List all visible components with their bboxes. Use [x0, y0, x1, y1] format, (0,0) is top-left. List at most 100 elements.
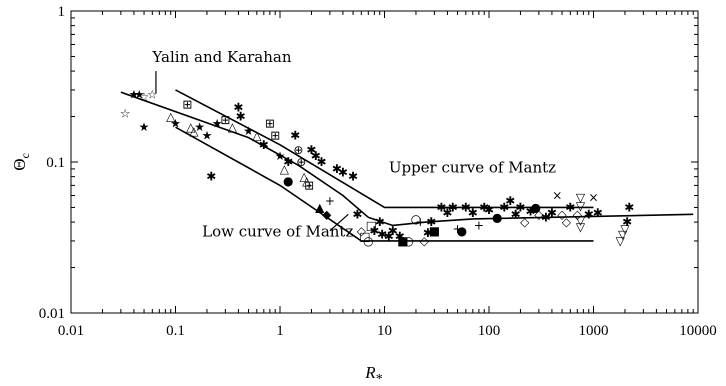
data-point: ★: [212, 116, 223, 130]
data-point: ✱: [436, 200, 446, 214]
data-point: ✱: [515, 200, 525, 214]
data-point: ✱: [484, 203, 494, 217]
data-point: ✱: [306, 143, 316, 157]
annotation-label: Upper curve of Mantz: [389, 159, 556, 177]
data-point: ▽: [576, 199, 586, 213]
data-point: ✱: [547, 206, 557, 220]
x-tick-label: 10000: [679, 323, 717, 339]
x-axis-title-sub: *: [376, 372, 383, 386]
y-axis-title-main: Θ: [10, 159, 29, 171]
data-point: ◇: [573, 207, 583, 221]
data-point: □: [366, 218, 377, 232]
y-axis-title: Θc: [10, 153, 32, 171]
data-point: +: [415, 215, 425, 229]
data-point: ▽: [576, 213, 586, 227]
data-point: ✱: [541, 210, 551, 224]
data-point: △: [228, 120, 238, 134]
data-point: ◇: [357, 224, 367, 238]
x-tick-label: 100: [478, 323, 501, 339]
y-tick-label: 0.1: [46, 155, 65, 171]
data-point: ●: [530, 200, 540, 214]
data-point: ✱: [283, 155, 293, 169]
data-point: ✱: [593, 206, 603, 220]
data-points: ☆★★☆☆★△★⊞△△★★✱★⊞△✱✱★△✱⊞⊞★△✱✱⊕⊕△△⊞✱✱✱●▲◆+…: [120, 87, 635, 247]
data-point: ■: [429, 224, 440, 238]
line-low-mantz: [175, 126, 594, 242]
data-point: ◇: [557, 207, 567, 221]
data-point: ✱: [479, 200, 489, 214]
data-point: ⊕: [293, 143, 303, 157]
data-point: ★: [194, 120, 205, 134]
data-point: ✱: [426, 215, 436, 229]
data-point: ✱: [565, 200, 575, 214]
data-point: ★: [202, 128, 213, 142]
data-point: ✱: [338, 166, 348, 180]
data-point: ○: [403, 234, 413, 248]
data-point: ▽: [576, 220, 586, 234]
axis-ticks: [70, 11, 698, 314]
data-point: ★: [170, 116, 181, 130]
data-point: ⊞: [265, 116, 275, 130]
data-point: +: [453, 222, 463, 236]
data-point: ✱: [317, 155, 327, 169]
data-point: ✱: [461, 200, 471, 214]
data-point: ▽: [616, 234, 626, 248]
annotation-leader: [329, 213, 349, 232]
data-point: △: [252, 128, 262, 142]
data-point: ✱: [384, 230, 394, 244]
data-point: △: [299, 170, 309, 184]
data-point: ✱: [236, 110, 246, 124]
data-point: ▽: [620, 222, 630, 236]
data-point: ✱: [206, 170, 216, 184]
data-point: ✱: [442, 206, 452, 220]
x-tick-label: 10: [377, 323, 392, 339]
annotation-label: Yalin and Karahan: [151, 48, 292, 66]
data-point: ✱: [448, 200, 458, 214]
y-tick-label: 0.01: [39, 306, 65, 322]
data-point: ◇: [520, 215, 530, 229]
data-point: ⊞: [182, 98, 192, 112]
data-point: ✱: [526, 205, 536, 219]
data-point: △: [186, 120, 196, 134]
data-point: +: [474, 218, 484, 232]
data-point: ●: [492, 210, 502, 224]
data-point: ▲: [315, 200, 325, 214]
data-point: ☆: [147, 87, 158, 101]
data-point: ★: [275, 149, 286, 163]
line-upper-mantz: [175, 89, 594, 209]
x-axis-title-main: R: [364, 363, 376, 382]
data-point: ★: [139, 120, 150, 134]
x-tick-label: 0.01: [58, 323, 84, 339]
data-point: ☆: [120, 106, 131, 120]
data-point: ◇: [534, 207, 544, 221]
data-point: ⊕: [296, 155, 306, 169]
annotation-label: Low curve of Mantz: [202, 223, 353, 241]
data-point: ✱: [622, 215, 632, 229]
data-point: ✱: [388, 224, 398, 238]
data-point: ○: [363, 234, 373, 248]
data-point: ▽: [618, 228, 628, 242]
data-point: ✱: [332, 162, 342, 176]
line-yalin-karahan: [120, 91, 694, 227]
data-point: ✱: [290, 128, 300, 142]
data-point: ▽: [576, 191, 586, 205]
data-point: ✱: [375, 215, 385, 229]
data-point: ★: [129, 87, 140, 101]
data-point: ✱: [505, 194, 515, 208]
data-point: ✱: [511, 207, 521, 221]
data-point: ◆: [322, 207, 332, 221]
data-point: ✱: [499, 200, 509, 214]
data-point: ⊞: [220, 113, 230, 127]
data-point: +: [325, 194, 335, 208]
axis-tick-labels: 0.01 0.1 1 10 100 1000 10000 0.01 0.1 1: [39, 4, 717, 339]
data-point: ○: [411, 212, 421, 226]
data-point: ✱: [468, 206, 478, 220]
data-point: □: [359, 230, 370, 244]
y-tick-label: 1: [58, 4, 66, 20]
data-point: ×: [588, 191, 598, 205]
data-point: ●: [283, 174, 293, 188]
data-point: △: [189, 124, 199, 138]
data-point: ⊞: [304, 178, 314, 192]
data-point: ✱: [369, 224, 379, 238]
